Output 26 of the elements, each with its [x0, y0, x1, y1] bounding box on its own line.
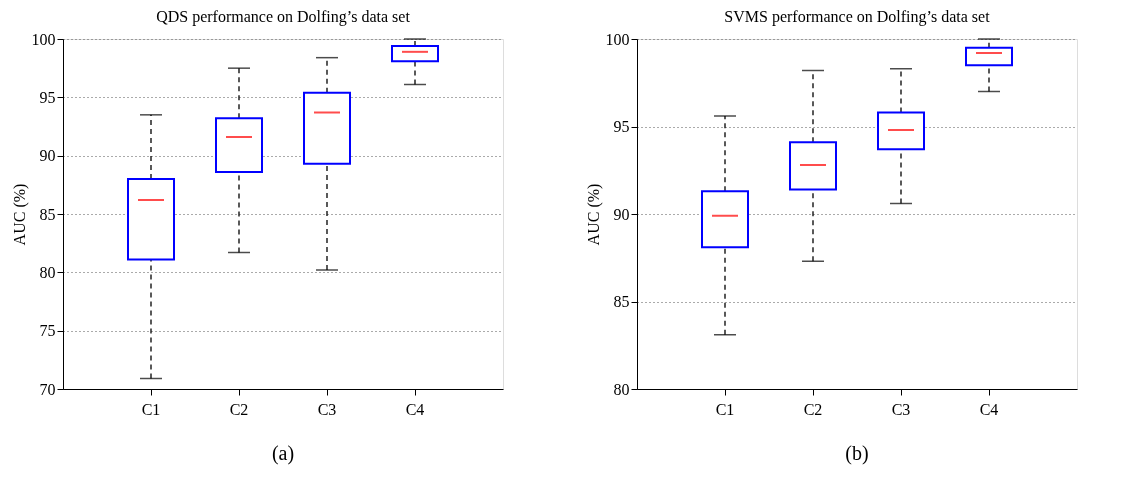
y-tick-label: 85 — [39, 205, 56, 223]
y-tick-label: 100 — [31, 30, 56, 48]
y-tick-label: 95 — [613, 118, 630, 135]
chart-title: SVMS performance on Dolfing’s data set — [724, 8, 991, 26]
y-axis-title: AUC (%) — [584, 183, 603, 246]
y-tick-label: 80 — [613, 380, 630, 398]
x-tick-label: C3 — [317, 400, 337, 418]
y-tick-label: 90 — [39, 147, 56, 165]
x-tick-label: C1 — [715, 400, 735, 418]
y-tick-label: 90 — [613, 205, 630, 223]
chart-title: QDS performance on Dolfing’s data set — [156, 8, 411, 26]
text: (a) — [271, 442, 295, 465]
x-tick-label: C1 — [141, 400, 161, 418]
y-tick-label: 80 — [39, 263, 56, 281]
x-tick-label: C2 — [803, 400, 823, 418]
y-tick-label: 95 — [39, 88, 56, 106]
x-tick-label: C3 — [891, 400, 911, 418]
y-tick-label: 70 — [39, 380, 56, 398]
y-tick-label: 75 — [39, 322, 56, 340]
x-tick-label: C4 — [979, 400, 999, 418]
x-tick-label: C2 — [229, 400, 249, 418]
text: (b) — [845, 442, 869, 465]
y-axis-title: AUC (%) — [10, 183, 29, 246]
y-tick-label: 85 — [613, 293, 630, 310]
y-tick-label: 100 — [605, 30, 630, 48]
x-tick-label: C4 — [405, 400, 425, 418]
